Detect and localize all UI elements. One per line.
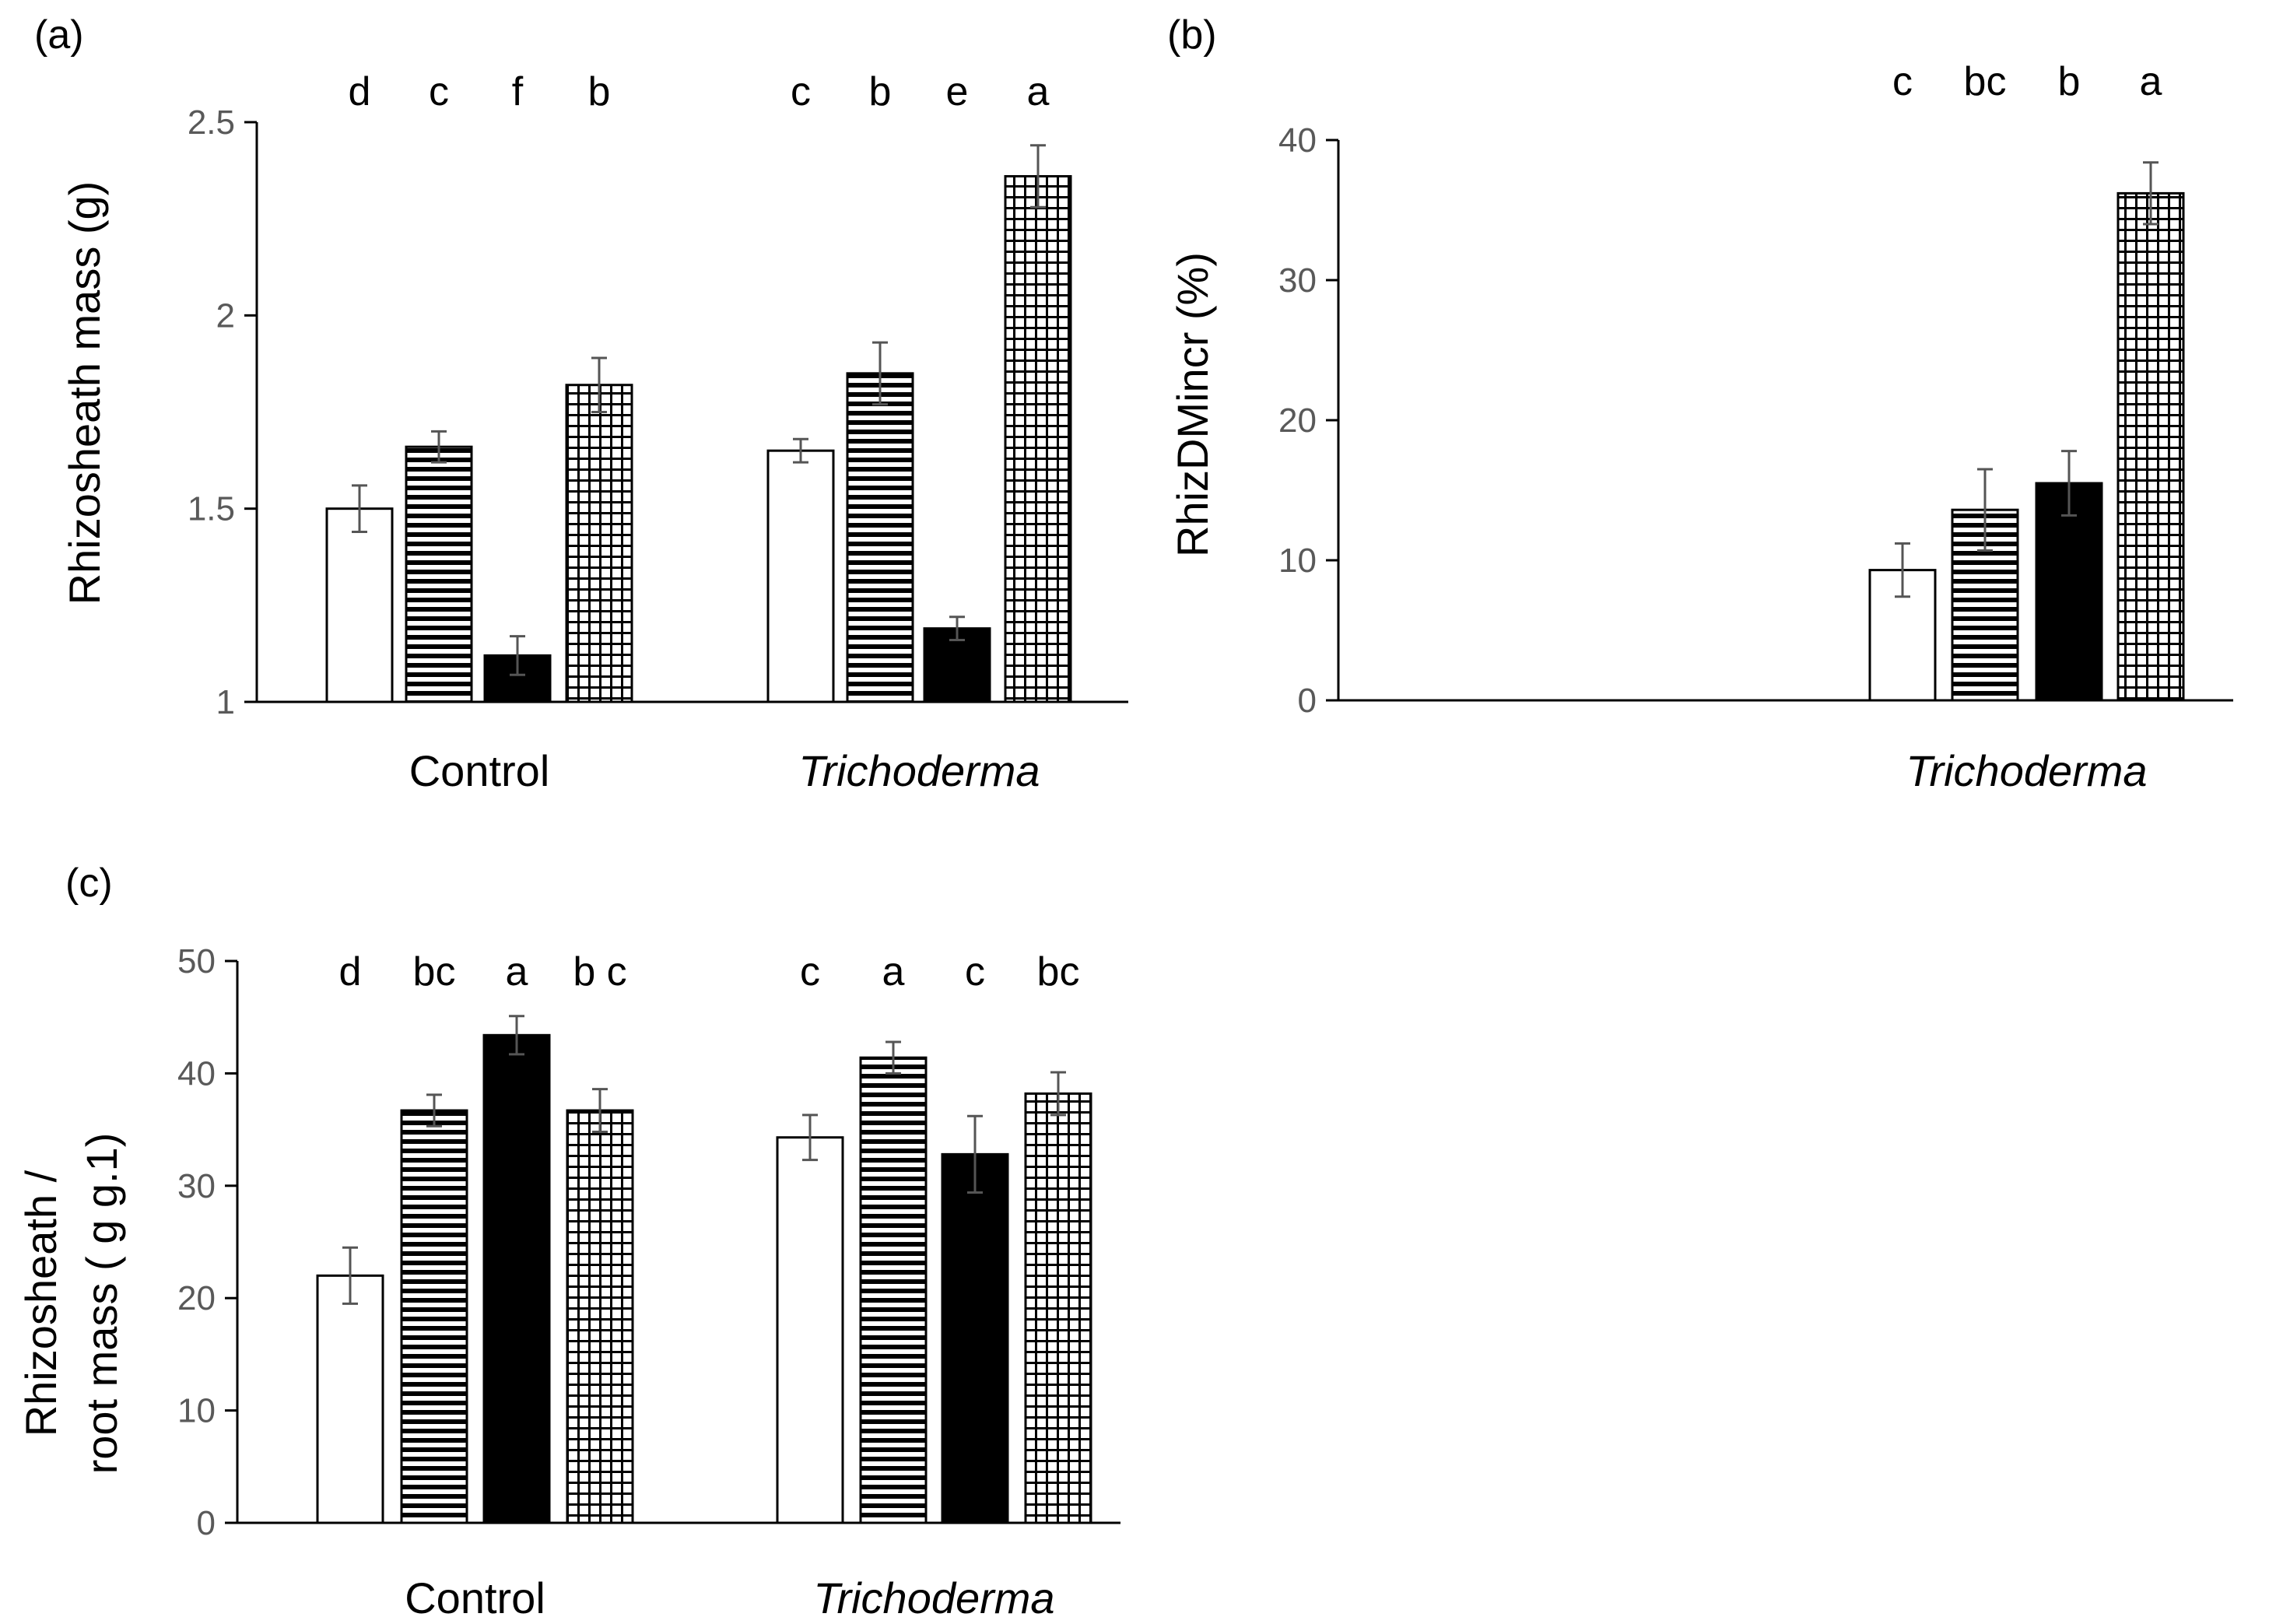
bar-black (923, 627, 991, 703)
y-tick-label: 2 (216, 296, 235, 335)
significance-letter: c (800, 949, 820, 994)
bar-white (325, 507, 394, 703)
panel-a-axes: 1 1.5 2 2.5 (188, 103, 1128, 721)
significance-letter: a (1027, 69, 1050, 114)
y-tick-label: 30 (1278, 261, 1317, 300)
bar-black (2035, 482, 2103, 702)
panel-c-bars: d bc a b c Control c a c bc Trichoderma (316, 949, 1092, 1622)
y-tick-label: 2.5 (188, 103, 235, 142)
significance-letter: c (791, 69, 811, 114)
bar-white (766, 449, 835, 703)
panel-b-y-axis-title: RhizDMincr (%) (1168, 252, 1217, 557)
significance-letter: f (512, 69, 524, 114)
panel-c-y-axis-title-line2: root mass ( g g.1) (77, 1133, 126, 1475)
significance-letter: d (339, 949, 362, 994)
panel-c-y-axis-title-line1: Rhizosheath / (16, 1170, 65, 1436)
bar-grid (1004, 175, 1072, 703)
group-label: Trichoderma (813, 1573, 1054, 1622)
y-tick-label: 10 (1278, 542, 1317, 580)
significance-letter: d (349, 69, 371, 114)
bar-grid (565, 384, 633, 703)
bar-black (941, 1152, 1009, 1524)
y-tick-label: 0 (1298, 682, 1317, 720)
group-label: Trichoderma (1906, 746, 2147, 795)
significance-letter: a (506, 949, 528, 994)
significance-letter: b c (573, 949, 626, 994)
bar-grid (1024, 1092, 1092, 1524)
bar-grid (2116, 191, 2185, 702)
chart-panel-a: (a) Rhizosheath mass (g) 1 1.5 2 2.5 d c f b Co… (34, 12, 1128, 795)
y-tick-label: 20 (177, 1279, 216, 1317)
y-tick-label: 30 (177, 1167, 216, 1205)
panel-b-axes: 0 10 20 30 40 (1278, 121, 2233, 720)
y-tick-label: 1 (216, 683, 235, 721)
group-label: Control (405, 1573, 545, 1622)
bar-white (776, 1136, 844, 1524)
y-tick-label: 40 (1278, 121, 1317, 160)
group-label: Trichoderma (798, 746, 1040, 795)
bar-hstripe (405, 445, 473, 703)
panel-b-label: (b) (1167, 12, 1217, 58)
significance-letter: bc (413, 949, 456, 994)
significance-letter: a (2140, 59, 2162, 104)
chart-panel-b: (b) RhizDMincr (%) 0 10 20 30 40 c bc b a Tricho… (1167, 12, 2233, 795)
significance-letter: b (869, 69, 892, 114)
bar-grid (566, 1109, 634, 1524)
significance-letter: c (1892, 59, 1913, 104)
y-tick-label: 10 (177, 1392, 216, 1430)
significance-letter: c (965, 949, 985, 994)
significance-letter: a (882, 949, 905, 994)
significance-letter: b (2058, 59, 2081, 104)
panel-a-bars: d c f b Control c b e a Trichoderma (325, 69, 1072, 795)
bar-hstripe (859, 1056, 928, 1524)
panel-c-axes: 0 10 20 30 40 50 (177, 942, 1120, 1542)
significance-letter: bc (1037, 949, 1080, 994)
significance-letter: bc (1964, 59, 2007, 104)
y-tick-label: 1.5 (188, 490, 235, 528)
panel-b-bars: c bc b a Trichoderma (1868, 59, 2185, 795)
group-label: Control (409, 746, 550, 795)
y-tick-label: 0 (197, 1504, 216, 1542)
y-tick-label: 20 (1278, 402, 1317, 440)
chart-panel-c: (c) Rhizosheath / root mass ( g g.1) 0 10… (16, 861, 1120, 1622)
bar-hstripe (400, 1109, 468, 1524)
bar-black (482, 1033, 551, 1524)
significance-letter: e (946, 69, 969, 114)
y-tick-label: 50 (177, 942, 216, 980)
bar-hstripe (846, 372, 914, 703)
significance-letter: b (588, 69, 611, 114)
panel-a-y-axis-title: Rhizosheath mass (g) (60, 181, 109, 605)
y-tick-label: 40 (177, 1054, 216, 1093)
panel-a-label: (a) (34, 12, 84, 58)
significance-letter: c (429, 69, 449, 114)
panel-c-label: (c) (65, 861, 113, 906)
bar-white (316, 1274, 384, 1524)
